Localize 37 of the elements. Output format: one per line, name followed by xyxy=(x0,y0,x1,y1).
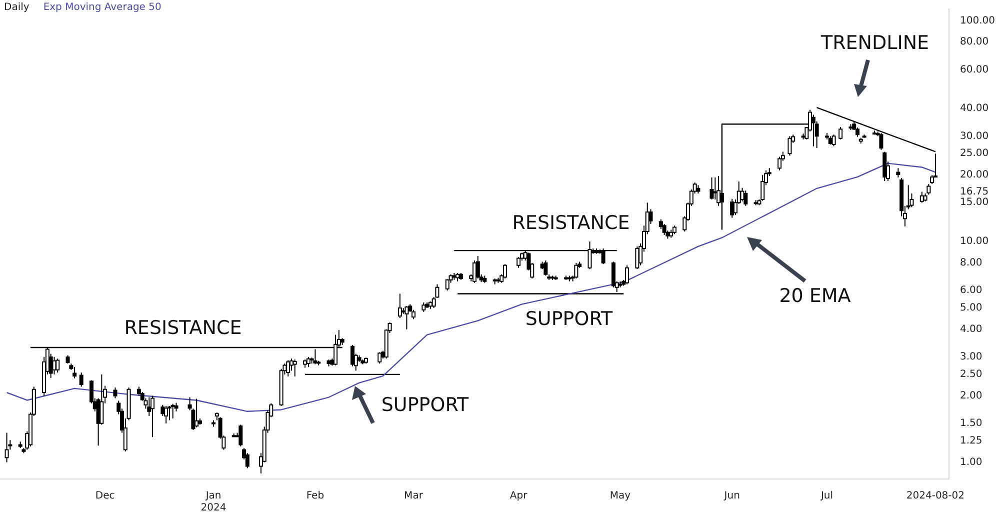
annotation: 20 EMA xyxy=(779,284,851,307)
y-tick-label: 80.00 xyxy=(960,36,989,48)
x-tick-label: Apr xyxy=(510,490,528,502)
y-tick-label: 30.00 xyxy=(960,130,989,142)
annotation: SUPPORT xyxy=(525,308,614,330)
y-tick-label: 60.00 xyxy=(960,64,989,76)
y-tick-label: 4.00 xyxy=(960,324,982,335)
y-tick-label: 16.75 xyxy=(960,186,989,198)
y-tick-label: 2.50 xyxy=(960,369,982,380)
annotation: SUPPORT xyxy=(381,394,470,416)
x-tick-label: Jan 2024 xyxy=(200,490,226,514)
x-tick-label: Feb xyxy=(306,490,324,502)
y-tick-label: 1.25 xyxy=(960,435,982,446)
x-tick-label: May xyxy=(610,490,631,502)
y-tick-label: 1.00 xyxy=(960,456,982,468)
x-tick-label: Jun xyxy=(723,490,740,502)
x-tick-label: 2024-08-02 xyxy=(906,490,965,502)
annotation: RESISTANCE xyxy=(512,212,630,234)
annotation: RESISTANCE xyxy=(124,316,242,339)
y-tick-label: 3.00 xyxy=(960,352,982,363)
y-tick-label: 10.00 xyxy=(960,236,989,248)
x-tick-label: Dec xyxy=(95,490,115,502)
y-tick-label: 15.00 xyxy=(960,197,989,208)
y-tick-label: 1.50 xyxy=(960,418,982,429)
text: Exp Moving Average 50 xyxy=(43,2,162,13)
annotation: TRENDLINE xyxy=(820,32,930,54)
y-tick-label: 40.00 xyxy=(960,103,989,114)
x-tick-label: Mar xyxy=(404,490,424,502)
y-tick-label: 6.00 xyxy=(960,285,982,296)
y-tick-label: 100.00 xyxy=(960,15,996,26)
y-tick-label: 2.00 xyxy=(960,390,982,402)
y-tick-label: 25.00 xyxy=(960,148,989,160)
y-tick-label: 8.00 xyxy=(960,257,982,268)
chart-title: Daily xyxy=(4,2,30,13)
x-tick-label: Jul xyxy=(820,490,834,502)
y-tick-label: 20.00 xyxy=(960,170,989,181)
y-tick-label: 5.00 xyxy=(960,302,982,314)
